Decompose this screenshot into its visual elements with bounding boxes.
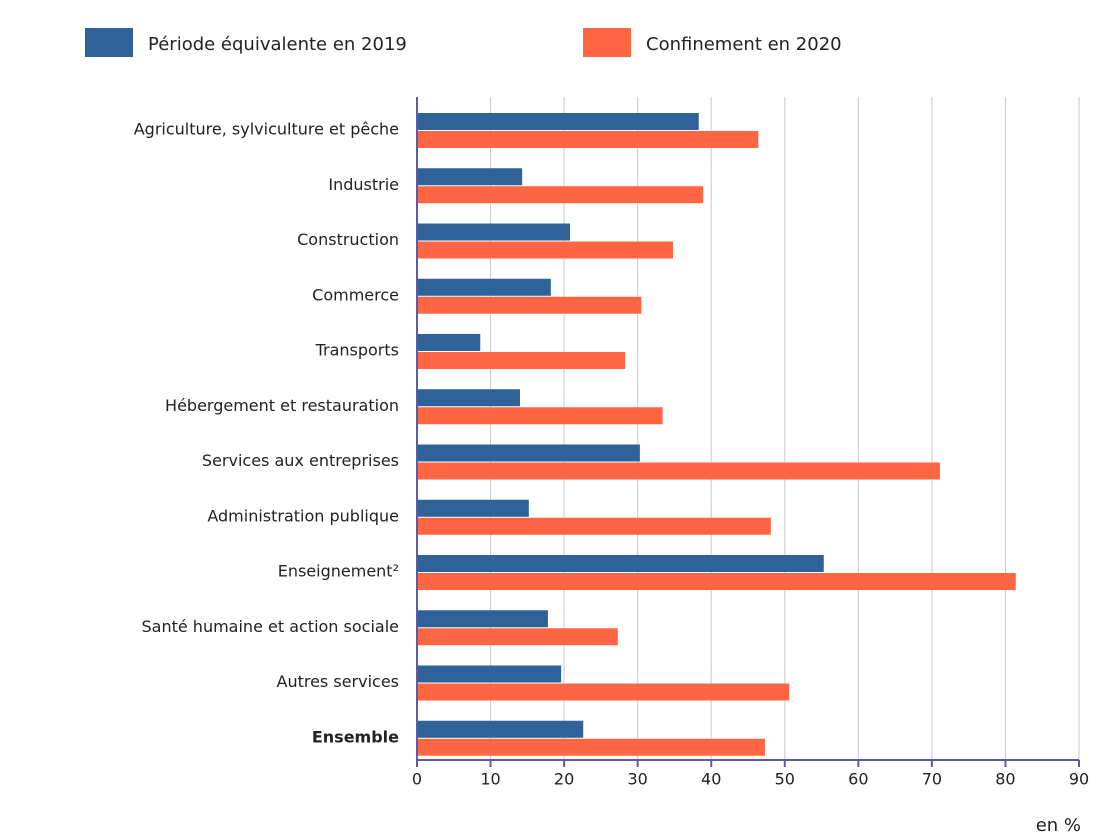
y-tick-label: Enseignement² — [278, 562, 399, 581]
bar — [417, 499, 529, 517]
y-tick-label: Construction — [297, 230, 399, 249]
bar — [417, 628, 618, 646]
y-tick-label: Hébergement et restauration — [165, 396, 399, 415]
bar — [417, 610, 548, 628]
y-tick-label: Ensemble — [312, 727, 399, 746]
bar — [417, 334, 481, 351]
x-tick-label: 70 — [922, 770, 942, 789]
bar — [417, 462, 940, 480]
y-tick-label: Santé humaine et action sociale — [142, 617, 400, 636]
bar — [417, 720, 584, 738]
bar — [417, 278, 551, 296]
bar — [417, 131, 759, 148]
bar — [417, 407, 663, 425]
legend-label: Confinement en 2020 — [646, 34, 842, 55]
bar — [417, 683, 790, 701]
x-axis-label: en % — [1036, 815, 1081, 836]
y-tick-label: Agriculture, sylviculture et pêche — [134, 120, 399, 139]
x-tick-label: 10 — [480, 770, 500, 789]
x-tick-label: 60 — [848, 770, 868, 789]
y-tick-label: Commerce — [312, 285, 399, 304]
bar — [417, 555, 824, 572]
y-tick-label: Transports — [315, 341, 399, 360]
x-tick-label: 80 — [995, 770, 1015, 789]
x-tick-label: 50 — [775, 770, 795, 789]
bar — [417, 573, 1016, 590]
bar — [417, 168, 523, 186]
bar — [417, 223, 570, 241]
legend-swatch — [583, 28, 631, 57]
bar — [417, 241, 673, 259]
x-tick-label: 40 — [701, 770, 721, 789]
bar — [417, 186, 704, 204]
x-tick-label: 20 — [554, 770, 574, 789]
bar — [417, 738, 765, 756]
bar — [417, 389, 520, 407]
bar — [417, 444, 640, 462]
bar — [417, 517, 771, 535]
bar — [417, 296, 642, 314]
x-tick-label: 30 — [627, 770, 647, 789]
legend-label: Période équivalente en 2019 — [148, 34, 407, 55]
bar — [417, 113, 699, 130]
bar — [417, 352, 626, 369]
y-tick-label: Administration publique — [207, 506, 399, 525]
y-tick-label: Services aux entreprises — [202, 451, 399, 470]
y-tick-label: Autres services — [277, 672, 400, 691]
x-tick-label: 0 — [412, 770, 422, 789]
x-tick-label: 90 — [1069, 770, 1089, 789]
legend-swatch — [85, 28, 133, 57]
bar — [417, 665, 562, 683]
y-tick-label: Industrie — [328, 175, 399, 194]
